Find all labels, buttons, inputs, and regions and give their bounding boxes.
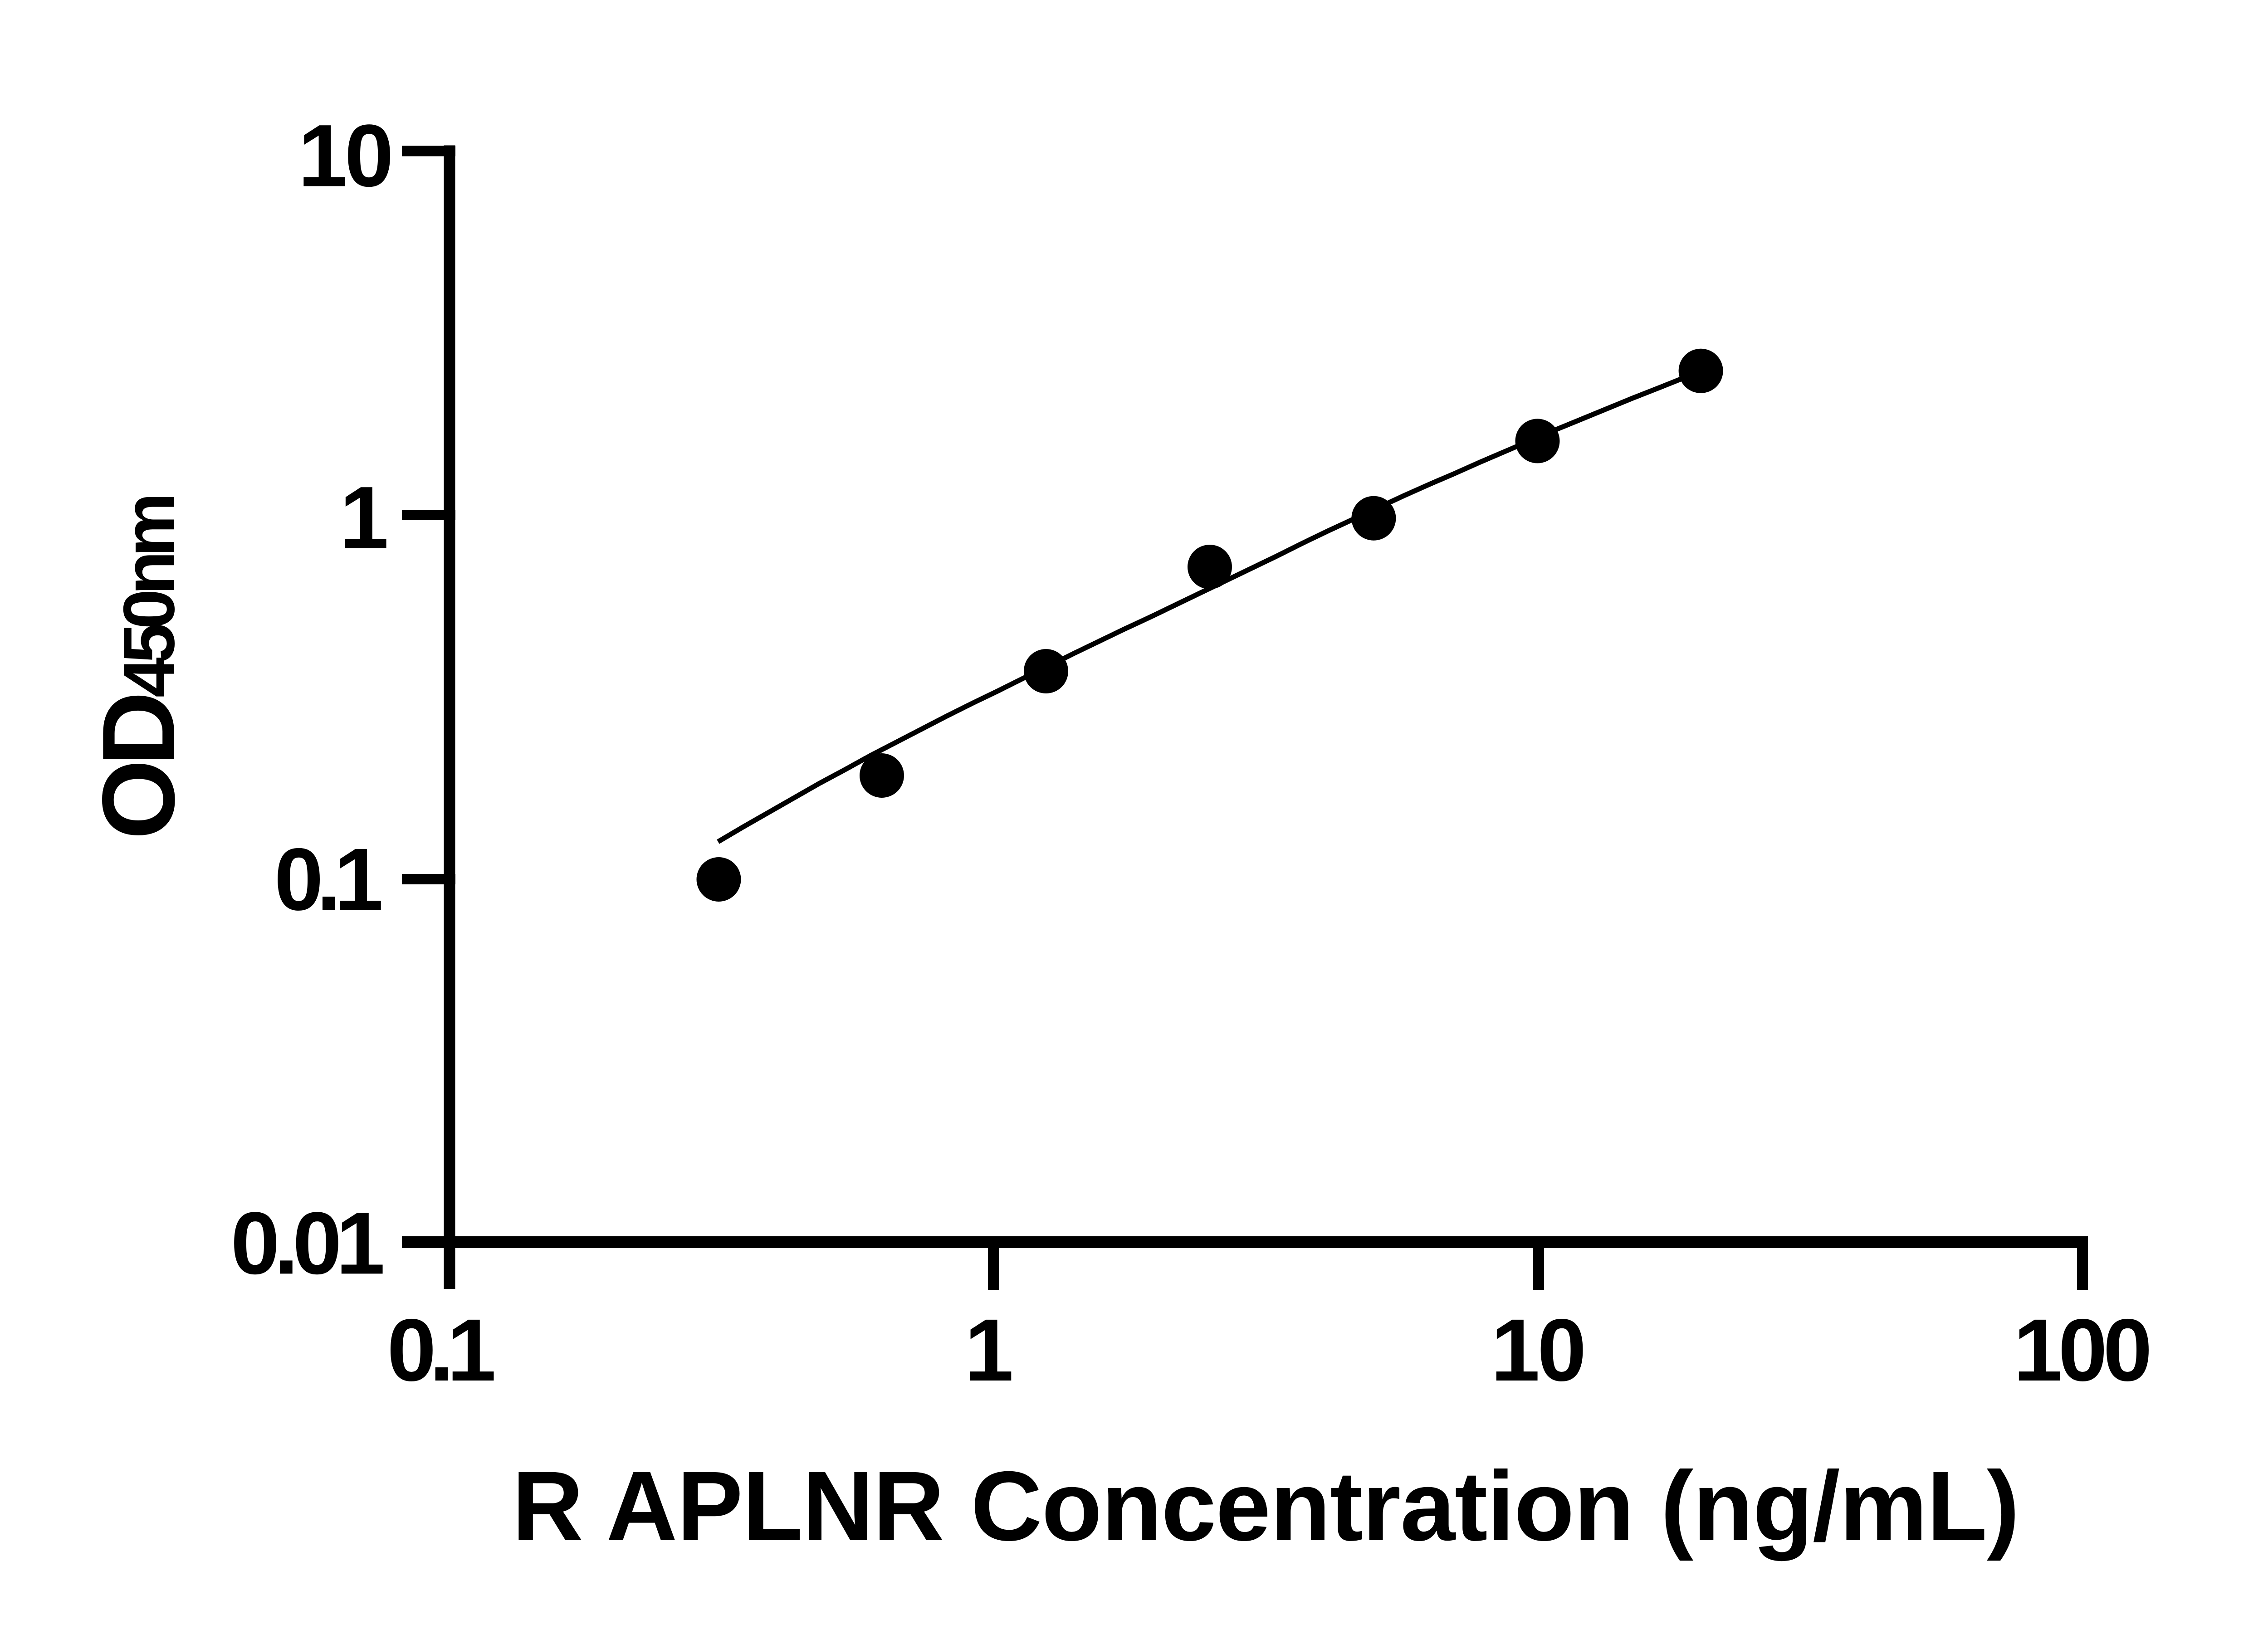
svg-text:10: 10 [298,106,391,205]
svg-text:0.01: 0.01 [230,1194,383,1293]
svg-text:100: 100 [2014,1301,2149,1400]
svg-text:0.1: 0.1 [387,1301,494,1400]
svg-text:10: 10 [1491,1301,1584,1400]
svg-text:0.1: 0.1 [274,830,381,929]
svg-text:1: 1 [340,468,389,567]
svg-text:R APLNR Concentration (ng/mL): R APLNR Concentration (ng/mL) [512,1451,2019,1561]
svg-text:1: 1 [964,1301,1013,1400]
